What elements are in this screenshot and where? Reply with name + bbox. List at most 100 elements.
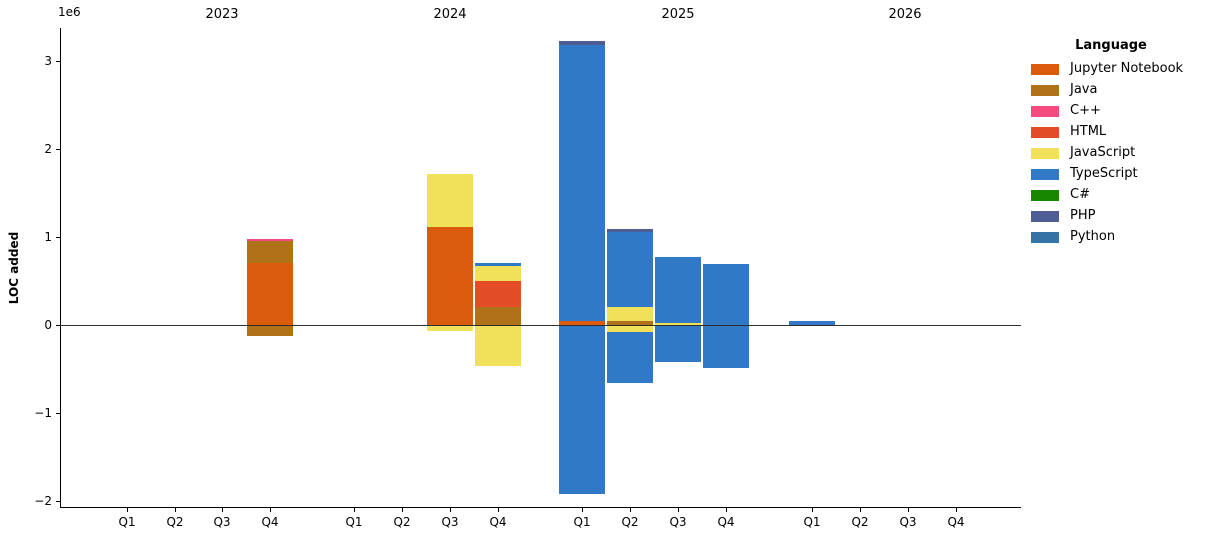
x-tick-label: Q3 <box>899 515 917 529</box>
legend-entry-label: Java <box>1070 82 1098 97</box>
x-tick-label: Q1 <box>345 515 363 529</box>
x-tick-label: Q2 <box>393 515 411 529</box>
legend-entry-label: Python <box>1070 229 1116 244</box>
bar-segment-typescript <box>789 321 835 325</box>
legend-color-swatch-javascript <box>1031 147 1059 159</box>
legend-entry: HTML <box>1031 125 1191 139</box>
bar-segment-javascript <box>475 266 521 281</box>
bar-segment-java <box>475 306 521 325</box>
year-label: 2023 <box>205 7 239 22</box>
bar-segment-typescript <box>475 263 521 267</box>
legend-color-swatch-php <box>1031 210 1059 222</box>
legend-color-swatch-typescript <box>1031 168 1059 180</box>
y-tick-mark <box>56 413 60 414</box>
legend-entry-label: C# <box>1070 187 1090 202</box>
legend-entry-label: HTML <box>1070 124 1107 139</box>
y-axis-spine <box>60 28 61 508</box>
bar-segment-java <box>607 321 653 325</box>
legend-entry-label: PHP <box>1070 208 1096 223</box>
legend-title: Language <box>1075 38 1147 53</box>
y-tick-mark <box>56 149 60 150</box>
legend-entry-label: TypeScript <box>1070 166 1138 181</box>
bar-segment-jupyter-notebook <box>247 262 293 325</box>
legend-entry: JavaScript <box>1031 146 1191 160</box>
zero-baseline <box>60 325 1021 326</box>
legend-entry: TypeScript <box>1031 167 1191 181</box>
legend-entry-label: Jupyter Notebook <box>1070 61 1184 76</box>
year-label: 2025 <box>661 7 695 22</box>
x-tick-label: Q2 <box>851 515 869 529</box>
x-tick-label: Q2 <box>166 515 184 529</box>
bar-segment-javascript <box>607 306 653 322</box>
x-tick-mark <box>498 508 499 512</box>
x-axis-spine <box>60 507 1021 508</box>
x-tick-label: Q3 <box>669 515 687 529</box>
legend-entries: Jupyter Notebook Java C++ HTML JavaScript Typ… <box>1031 62 1191 244</box>
legend-color-swatch-c- <box>1031 105 1059 117</box>
x-tick-mark <box>956 508 957 512</box>
bar-segment-javascript <box>655 323 701 325</box>
y-tick-mark <box>56 501 60 502</box>
x-tick-label: Q1 <box>573 515 591 529</box>
bar-segment-typescript <box>655 257 701 324</box>
legend-color-swatch-html <box>1031 126 1059 138</box>
bar-segment-javascript <box>427 325 473 332</box>
legend-entry: C# <box>1031 188 1191 202</box>
y-tick-label: 2 <box>44 142 52 156</box>
bar-segment-typescript <box>607 332 653 384</box>
bar-segment-php <box>559 40 605 46</box>
legend: Language Jupyter Notebook Java C++ HTML Java… <box>1031 38 1191 251</box>
bar-segment-java <box>247 325 293 336</box>
x-tick-mark <box>127 508 128 512</box>
bar-segment-javascript <box>607 325 653 333</box>
y-tick-label: −1 <box>34 406 52 420</box>
y-tick-mark <box>56 237 60 238</box>
bar-segment-javascript <box>427 173 473 228</box>
year-label: 2026 <box>888 7 922 22</box>
x-tick-label: Q1 <box>118 515 136 529</box>
legend-entry: Java <box>1031 83 1191 97</box>
x-tick-mark <box>450 508 451 512</box>
x-tick-label: Q2 <box>621 515 639 529</box>
x-tick-label: Q1 <box>803 515 821 529</box>
bar-segment-php <box>607 229 653 232</box>
bar-segment-jupyter-notebook <box>559 321 605 325</box>
x-tick-label: Q3 <box>213 515 231 529</box>
bar-segment-typescript <box>607 231 653 307</box>
x-tick-label: Q4 <box>947 515 965 529</box>
x-tick-mark <box>222 508 223 512</box>
legend-entry: PHP <box>1031 209 1191 223</box>
y-tick-label: −2 <box>34 494 52 508</box>
x-tick-label: Q4 <box>717 515 735 529</box>
x-tick-mark <box>678 508 679 512</box>
legend-color-swatch-jupyter-notebook <box>1031 63 1059 75</box>
x-tick-mark <box>630 508 631 512</box>
bar-segment-javascript <box>475 325 521 367</box>
year-label: 2024 <box>433 7 467 22</box>
y-tick-label: 0 <box>44 318 52 332</box>
legend-entry: Jupyter Notebook <box>1031 62 1191 76</box>
x-tick-mark <box>354 508 355 512</box>
legend-entry-label: JavaScript <box>1070 145 1136 160</box>
bar-segment-typescript <box>559 325 605 494</box>
x-tick-mark <box>860 508 861 512</box>
legend-entry-label: C++ <box>1070 103 1101 118</box>
legend-color-swatch-python <box>1031 231 1059 243</box>
x-tick-mark <box>908 508 909 512</box>
bar-segment-typescript <box>655 325 701 362</box>
y-tick-mark <box>56 61 60 62</box>
x-tick-mark <box>270 508 271 512</box>
x-tick-label: Q4 <box>489 515 507 529</box>
bar-segment-c- <box>247 238 293 242</box>
bar-segment-typescript <box>703 325 749 369</box>
x-tick-mark <box>582 508 583 512</box>
x-tick-mark <box>726 508 727 512</box>
x-tick-label: Q4 <box>261 515 279 529</box>
legend-color-swatch-c- <box>1031 189 1059 201</box>
legend-entry: Python <box>1031 230 1191 244</box>
legend-entry: C++ <box>1031 104 1191 118</box>
x-tick-mark <box>812 508 813 512</box>
x-tick-label: Q3 <box>441 515 459 529</box>
y-axis-offset-label: 1e6 <box>58 5 81 19</box>
y-tick-mark <box>56 325 60 326</box>
